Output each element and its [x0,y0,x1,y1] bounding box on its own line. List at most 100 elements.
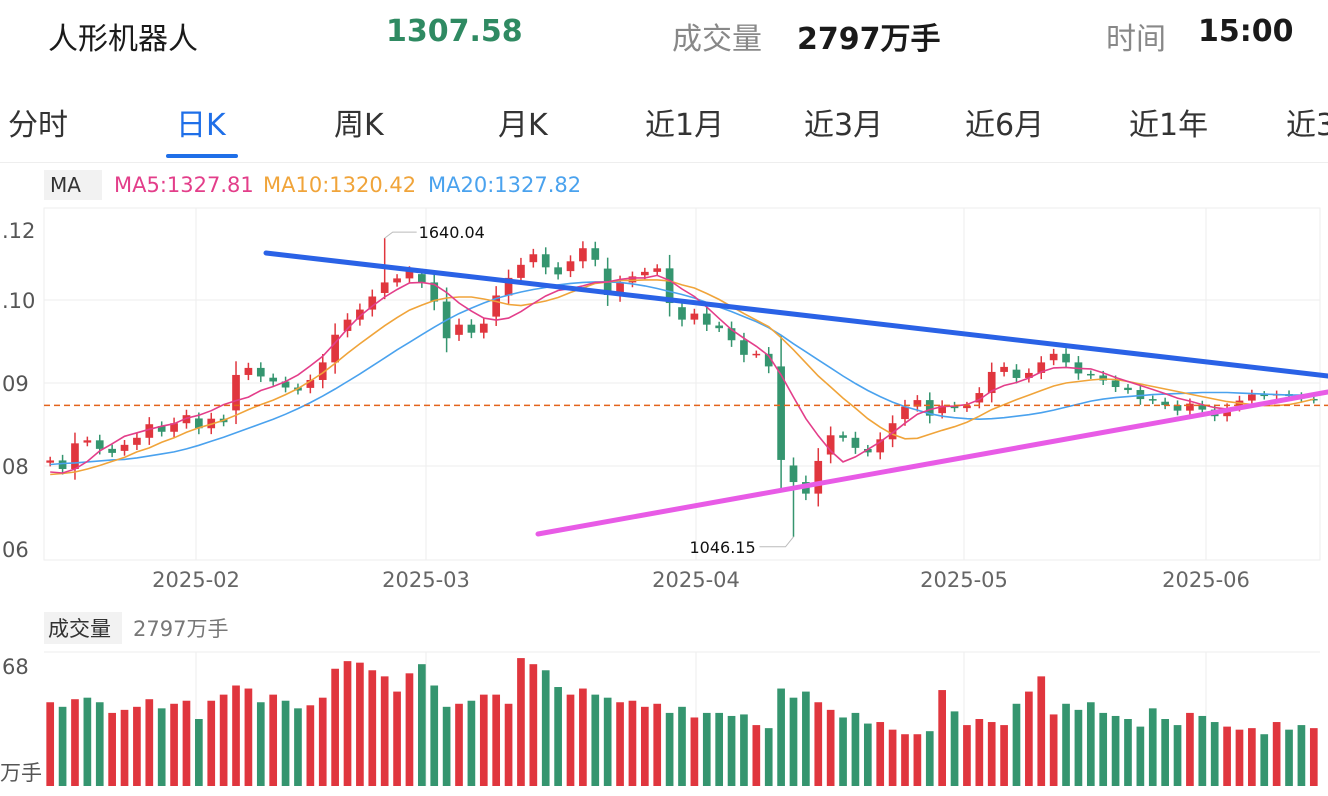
volume-bar [851,712,860,786]
candle-body [269,377,278,382]
volume-bar [789,697,798,786]
volume-label: 成交量 [672,22,762,57]
volume-bar [1012,703,1021,786]
candle-body [554,267,562,275]
volume-bar [1186,712,1194,786]
candle-body [1173,405,1182,411]
candle-body [1012,369,1021,378]
volume-bar [1309,728,1318,786]
trend-overlays: 1640.04 1046.15 [44,223,1328,557]
ma10-line [50,279,1314,476]
candle-body [616,282,624,295]
volume-bar [665,712,674,786]
candle-body [777,366,785,460]
tab-intraday[interactable]: 分时 [8,108,68,143]
volume-bar [1074,709,1083,786]
volume-bar [554,687,562,786]
candle-body [356,309,364,320]
index-name: 人形机器人 [48,22,198,57]
volume-bar [145,699,154,786]
price-axis-tick-label: .12 [2,219,35,243]
volume-bar [702,712,711,786]
volume-bar [566,694,575,786]
candle-body [591,248,600,260]
volume-bar [727,715,736,786]
volume-bar [1223,726,1231,786]
candle-body [430,282,439,302]
candle-body [343,319,352,331]
volume-bar [1248,728,1256,786]
candle-body [678,307,686,320]
volume-bar [58,706,67,786]
resistance-trendline [263,250,1328,379]
ma-legend-label: MA [50,173,81,197]
volume-bar [182,700,191,786]
period-tabs: 分时 日K 周K 月K 近1月 近3月 近6月 近1年 近3 [0,86,1328,163]
candle-body [814,460,823,494]
volume-bar [1025,691,1033,786]
candle-body [1086,373,1095,376]
candle-body [1198,405,1207,410]
volume-bar [715,712,724,786]
tab-daily-k[interactable]: 日K [176,108,226,143]
volume-bar [430,685,439,786]
volume-bar [1124,719,1132,786]
tab-6-months[interactable]: 近6月 [965,108,1045,143]
tab-1-month[interactable]: 近1月 [645,108,725,143]
tab-1-year[interactable]: 近1年 [1129,108,1209,143]
volume-bar [764,728,773,786]
candle-body [256,367,265,377]
time-label: 时间 [1106,22,1166,57]
volume-bar [455,703,463,786]
candle-body [1124,387,1132,391]
volume-bar [591,694,600,786]
tab-monthly-k[interactable]: 月K [498,108,548,143]
volume-bar [281,700,290,786]
volume-bar [195,719,203,786]
low-price-annotation: 1046.15 [689,538,755,557]
candle-body [467,324,476,333]
candle-body [170,423,178,432]
candle-body [628,276,637,283]
volume-value: 2797万手 [797,22,941,57]
price-axis-labels: .12 .10 09 08 06 [2,219,35,562]
volume-bar [1037,676,1046,786]
low-annotation-leader [759,536,794,548]
candle-body [1062,353,1070,363]
candle-body [1099,375,1108,381]
ma5-legend: MA5:1327.81 [114,173,254,197]
candle-body [640,271,649,276]
support-trendline [535,389,1328,537]
time-value: 15:00 [1198,14,1294,49]
volume-bar [207,700,216,786]
tab-weekly-k[interactable]: 周K [334,108,384,143]
volume-bar [826,709,835,786]
high-annotation-leader [384,231,417,239]
last-price: 1307.58 [386,14,523,49]
volume-panel-value: 2797万手 [133,617,228,641]
volume-bar [1272,722,1281,786]
volume-bar [1000,725,1008,786]
volume-bar [839,717,847,786]
tab-3-years[interactable]: 近3 [1286,108,1328,143]
candle-body [195,418,203,429]
volume-bar [616,702,624,786]
volume-bar [640,706,649,786]
volume-bar [170,703,178,786]
tab-3-months[interactable]: 近3月 [804,108,884,143]
volume-bar [752,725,761,786]
price-axis-tick-label: 08 [2,455,29,479]
volume-bar [740,714,748,786]
candle-body [764,353,773,367]
volume-bar [343,661,352,786]
candle-body [331,334,339,363]
candle-body [913,400,922,407]
volume-bar [963,725,971,786]
candle-body [232,374,240,411]
ma-legend-box [44,170,102,200]
candle-body [715,325,724,329]
candle-body [529,254,538,263]
candle-body [108,448,116,453]
volume-bar [294,708,302,786]
